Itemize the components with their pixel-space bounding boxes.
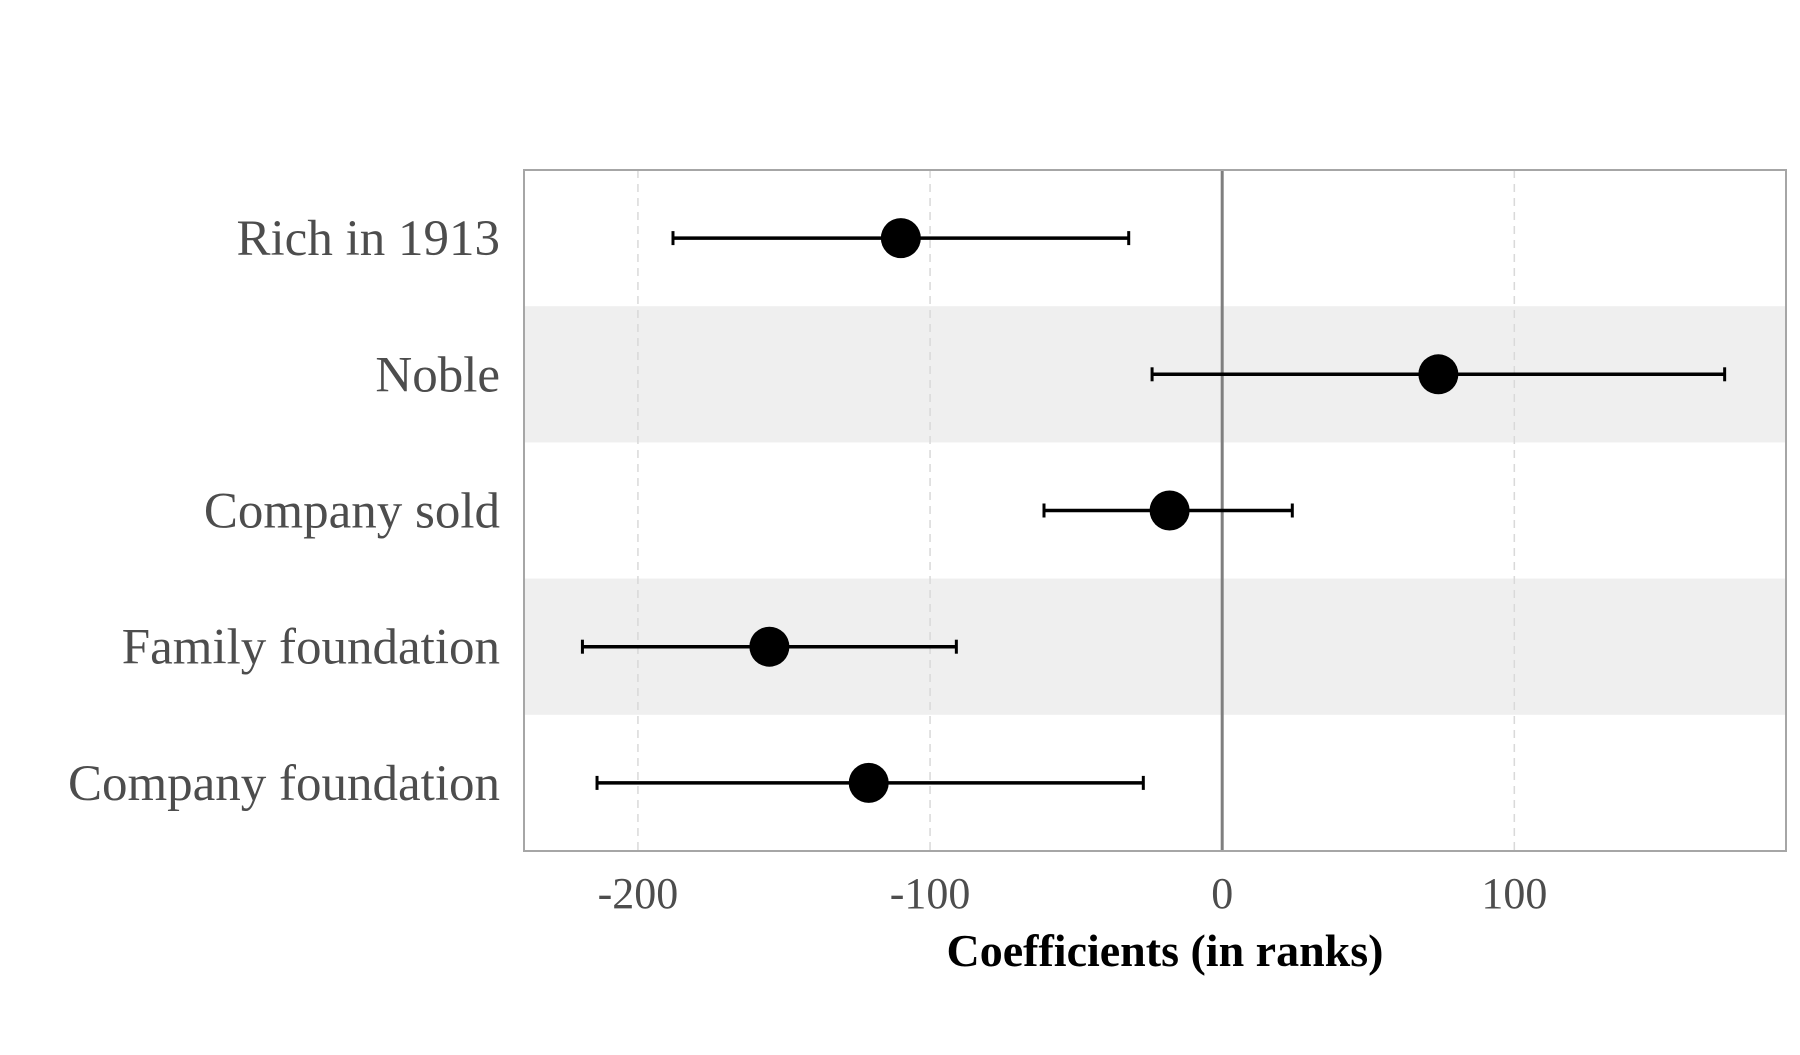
- gridline-layer: [637, 170, 1516, 851]
- estimate-point: [1418, 354, 1459, 395]
- estimate-point: [749, 626, 790, 667]
- panel-border-layer: [523, 169, 1787, 852]
- estimate-point: [848, 762, 889, 803]
- x-tick-label: -100: [890, 869, 971, 918]
- y-tick-label: Company foundation: [68, 756, 500, 812]
- y-tick-label: Company sold: [204, 484, 500, 540]
- point-layer: [749, 218, 1459, 803]
- estimate-point: [1149, 490, 1190, 531]
- y-tick-label-layer: Rich in 1913 Noble Company sold Family foun…: [68, 211, 500, 812]
- x-tick-label: -200: [598, 869, 679, 918]
- y-tick-label: Rich in 1913: [237, 211, 501, 267]
- y-tick-label: Noble: [375, 347, 500, 403]
- panel-border: [523, 169, 1787, 852]
- x-axis-title: Coefficients (in ranks): [947, 925, 1384, 976]
- estimate-point: [880, 218, 921, 259]
- y-tick-label: Family foundation: [122, 620, 500, 676]
- x-tick-label: 0: [1211, 869, 1233, 918]
- x-tick-label: 100: [1481, 869, 1547, 918]
- x-tick-label-layer: -200 -100 0 100: [598, 869, 1548, 918]
